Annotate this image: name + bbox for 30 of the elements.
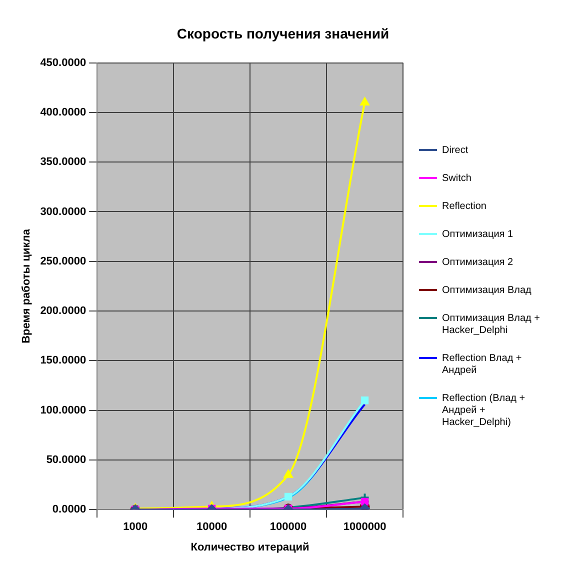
y-tick-label: 400.0000	[40, 106, 86, 118]
legend-label: Оптимизация 1	[442, 228, 514, 240]
x-tick-label: 1000000	[343, 521, 386, 534]
y-tick-label: 350.0000	[40, 156, 86, 168]
y-tick-label: 300.0000	[40, 206, 86, 218]
x-tick-label: 100000	[270, 521, 307, 534]
y-tick-label: 0.0000	[52, 504, 86, 516]
y-tick-label: 250.0000	[40, 255, 86, 268]
legend-label: Reflection	[442, 200, 486, 212]
x-tick-label: 10000	[196, 521, 228, 534]
x-axis-title: Количество итераций	[190, 541, 310, 554]
point	[360, 396, 369, 404]
legend-label: Оптимизация Влад + Hacker_Delphi	[442, 312, 540, 336]
point	[284, 492, 292, 501]
legend-label: Оптимизация Влад	[442, 284, 532, 296]
legend-label: Switch	[442, 172, 472, 184]
y-tick-label: 100.0000	[40, 404, 86, 416]
y-tick-label: 200.0000	[40, 305, 86, 318]
y-tick-label: 150.0000	[40, 354, 86, 367]
point	[284, 470, 293, 478]
x-tick-label: 1000	[123, 521, 148, 534]
chart-title: Скорость получения значений	[176, 25, 390, 42]
legend-label: Direct	[442, 144, 468, 156]
legend-label: Оптимизация 2	[442, 256, 514, 268]
y-tick-label: 50.0000	[46, 454, 86, 466]
legend-label: Reflection Влад + Андрей	[442, 352, 522, 376]
y-tick-label: 450.0000	[40, 56, 86, 69]
legend-label: Reflection (Влад + Андрей + Hacker_Delphi)	[442, 392, 526, 428]
y-axis-title: Время работы цикла	[20, 228, 33, 344]
point	[360, 98, 370, 106]
